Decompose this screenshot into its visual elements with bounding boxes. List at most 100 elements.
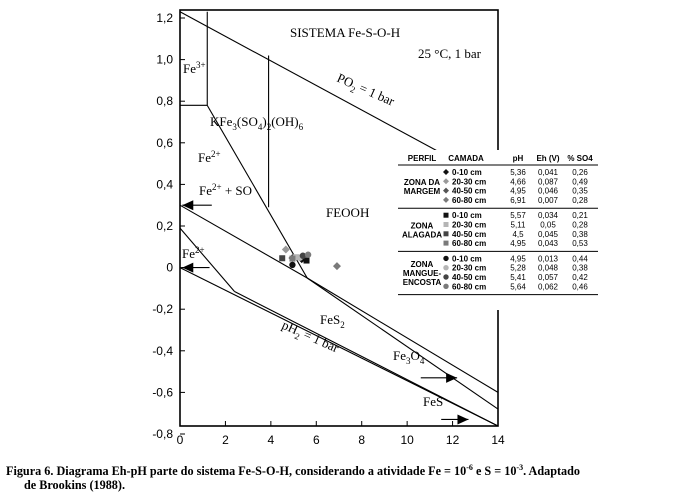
table-background [398,150,598,310]
arrow-head-2 [182,200,194,211]
table-group-name-2-2: ENCOSTA [403,278,442,287]
arrow-head-3 [182,262,194,273]
table-marker-2-1 [443,265,449,271]
table-cell-2-3-1: 5,64 [510,282,526,291]
fe3o4-label: Fe3O4 [393,348,425,366]
table-cell-0-2-1: 4,95 [510,187,526,196]
table-cell-2-0-2: 0,013 [538,254,559,263]
axis-ticks: 0 2 4 6 8 10 12 14 1,2 1,0 0,8 0,6 0,4 0,2 0 -0,2 -0,4 -0… [152,11,505,447]
y-tick-label-5: 0,2 [156,219,173,233]
y-tick-label-3: 0,6 [156,136,173,150]
x-tick-label-1: 2 [222,433,229,447]
table-cell-2-0-3: 0,44 [572,254,588,263]
table-marker-1-3 [443,240,449,246]
y-tick-label-9: -0,6 [152,385,173,399]
table-group-name-2-0: ZONA [411,260,434,269]
data-point-3 [332,262,341,271]
table-header-0: PERFIL [408,154,437,163]
table-cell-1-3-2: 0,043 [538,239,559,248]
table-cell-2-2-3: 0,42 [572,273,588,282]
table-group-name-1-1: ALAGADA [402,230,442,239]
table-header-2: pH [513,154,524,163]
data-point-7 [289,255,296,262]
boundary-line-7 [206,105,308,279]
table-cell-0-2-2: 0,046 [538,187,559,196]
boundary-lines [179,11,499,427]
table-cell-2-1-1: 5,28 [510,264,526,273]
data-point-5 [293,254,300,261]
table-cell-0-0-2: 0,041 [538,168,559,177]
table-marker-1-2 [443,231,449,237]
table-group-name-1-0: ZONA [411,221,434,230]
boundary-line-1 [179,267,499,427]
table-cell-layer-2-1: 20-30 cm [452,264,486,273]
table-cell-layer-1-0: 0-10 cm [452,211,482,220]
table-cell-1-2-1: 4,5 [512,230,524,239]
caption-text-a: Figura 6. Diagrama Eh-pH parte do sistem… [6,464,467,479]
boundary-line-2 [179,204,308,279]
x-tick-label-0: 0 [177,433,184,447]
y-tick-label-2: 0,8 [156,94,173,108]
table-marker-0-2 [443,187,449,194]
table-header-3: Eh (V) [536,154,559,163]
caption-exp2: -3 [516,463,524,472]
y-tick-label-8: -0,4 [152,344,173,358]
boundary-line-4 [234,291,499,427]
x-tick-label-3: 6 [313,433,320,447]
table-cell-0-1-1: 4,66 [510,177,526,186]
y-tick-label-4: 0,4 [156,177,173,191]
system-label: SISTEMA Fe-S-O-H [290,25,400,40]
y-tick-label-10: -0,8 [152,427,173,441]
x-tick-label-4: 8 [358,433,365,447]
arrow-head-0 [446,372,458,383]
table-cell-1-0-2: 0,034 [538,211,559,220]
table-cell-2-3-3: 0,46 [572,282,588,291]
data-point-6 [279,255,286,262]
caption-line-2: de Brookins (1988). [24,478,126,492]
jarosite-label: KFe3(SO4)2(OH)6 [210,114,304,132]
table-cell-layer-2-0: 0-10 cm [452,254,482,263]
table-header-1: CAMADA [448,154,484,163]
data-point-8 [289,261,296,269]
feooh-label: FEOOH [326,205,369,220]
y-tick-label-7: -0,2 [152,302,173,316]
table-cell-layer-0-2: 40-50 cm [452,187,486,196]
fe2-upper-label: Fe2+ [198,149,221,165]
table-cell-1-3-3: 0,53 [572,239,588,248]
boundary-line-3 [179,227,235,292]
table-cell-0-0-1: 5,36 [510,168,526,177]
table-cell-1-2-3: 0,38 [572,230,588,239]
table-marker-0-1 [443,178,449,185]
boundary-line-6 [306,277,499,410]
figure-caption: Figura 6. Diagrama Eh-pH parte do sistem… [6,461,692,492]
table-cell-0-0-3: 0,26 [572,168,588,177]
table-cell-2-1-3: 0,38 [572,264,588,273]
table-cell-0-2-3: 0,35 [572,187,588,196]
y-tick-label-1: 1,0 [156,53,173,67]
table-cell-1-1-3: 0,28 [572,221,588,230]
x-tick-label-6: 12 [446,433,460,447]
fe2-so-label: Fe2+ + SO [199,182,252,198]
table-marker-0-0 [443,169,449,175]
table-group-name-2-1: MANGUE- [403,269,442,278]
data-point-1 [281,245,290,254]
table-cell-layer-1-1: 20-30 cm [452,221,486,230]
fe2-lower-label: Fe2+ [182,245,205,261]
table-header-4: % SO4 [567,154,593,163]
table-cell-0-3-1: 6,91 [510,196,526,205]
table-cell-1-2-2: 0,045 [538,230,559,239]
caption-exp1: -6 [466,463,473,472]
conditions-label: 25 °C, 1 bar [418,46,482,61]
table-cell-1-1-2: 0,05 [540,221,556,230]
table-marker-2-2 [443,274,449,280]
table-group-name-0-0: ZONA DA [404,178,440,187]
x-tick-label-7: 14 [491,433,505,447]
arrow-head-1 [457,414,469,425]
table-cell-0-3-2: 0,007 [538,196,559,205]
table-cell-layer-2-3: 60-80 cm [452,282,486,291]
table-cell-0-1-3: 0,49 [572,177,588,186]
table-marker-0-3 [443,196,449,203]
table-group-name-0-1: MARGEM [404,187,441,196]
